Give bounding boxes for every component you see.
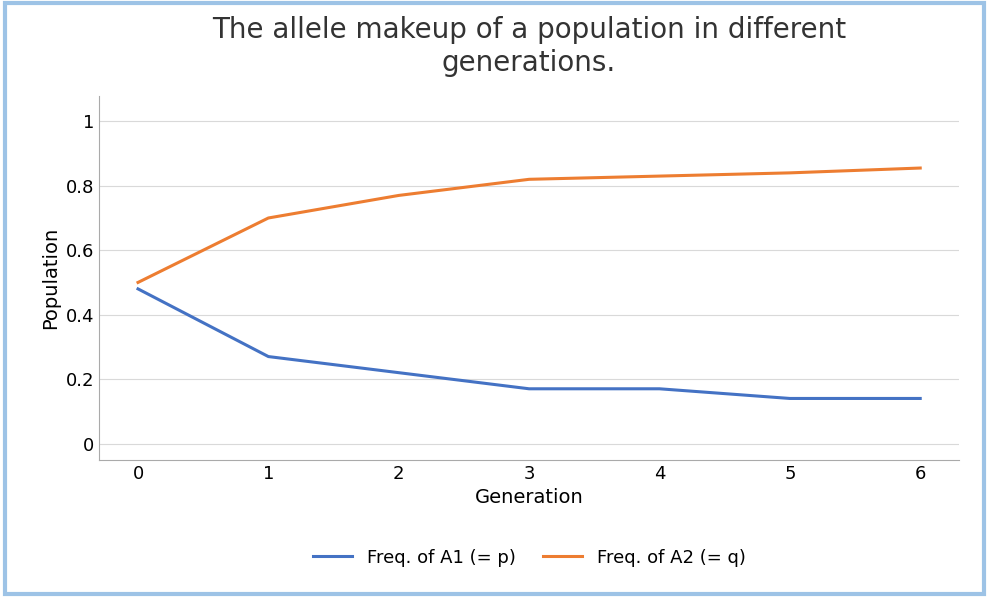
Freq. of A1 (= p) (914, 395, 926, 402)
Freq. of A1 (= p) (393, 369, 405, 376)
Freq. of A2 (= q) (262, 214, 274, 221)
Freq. of A2 (= q) (133, 279, 144, 286)
Y-axis label: Population: Population (41, 226, 60, 329)
Legend: Freq. of A1 (= p), Freq. of A2 (= q): Freq. of A1 (= p), Freq. of A2 (= q) (306, 541, 753, 574)
Freq. of A1 (= p) (523, 385, 535, 392)
Line: Freq. of A1 (= p): Freq. of A1 (= p) (138, 289, 920, 398)
X-axis label: Generation: Generation (475, 488, 584, 507)
Freq. of A2 (= q) (393, 192, 405, 199)
Freq. of A1 (= p) (654, 385, 666, 392)
Freq. of A2 (= q) (523, 176, 535, 183)
Freq. of A1 (= p) (784, 395, 796, 402)
Freq. of A1 (= p) (133, 285, 144, 293)
Freq. of A1 (= p) (262, 353, 274, 360)
Freq. of A2 (= q) (784, 170, 796, 177)
Title: The allele makeup of a population in different
generations.: The allele makeup of a population in dif… (212, 16, 847, 76)
Freq. of A2 (= q) (914, 164, 926, 171)
Freq. of A2 (= q) (654, 173, 666, 180)
Line: Freq. of A2 (= q): Freq. of A2 (= q) (138, 168, 920, 282)
